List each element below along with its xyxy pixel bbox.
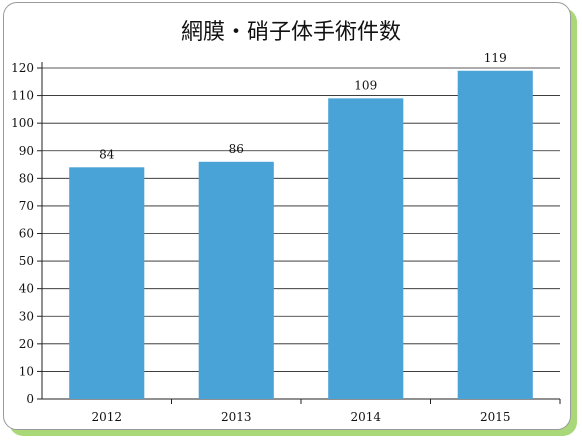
y-tick-label-100: 100 — [11, 116, 34, 130]
bar-2013 — [198, 161, 274, 399]
y-tick-label-40: 40 — [19, 282, 34, 296]
y-tick-label-70: 70 — [19, 199, 34, 213]
y-tick-label-60: 60 — [19, 227, 34, 241]
y-tick-label-10: 10 — [19, 364, 34, 378]
chart-title: 網膜・硝子体手術件数 — [180, 20, 401, 45]
y-tick-label-0: 0 — [26, 392, 34, 406]
data-label-2015: 119 — [484, 51, 507, 65]
x-tick-label-2012: 2012 — [91, 410, 122, 424]
y-tick-label-110: 110 — [11, 89, 34, 103]
y-tick-label-50: 50 — [19, 254, 34, 268]
x-tick-label-2013: 2013 — [221, 410, 252, 424]
y-tick-label-20: 20 — [19, 337, 34, 351]
y-tick-label-90: 90 — [19, 144, 34, 158]
y-tick-label-80: 80 — [19, 171, 34, 185]
data-label-2012: 84 — [99, 147, 115, 161]
data-label-2014: 109 — [354, 78, 377, 92]
data-label-2013: 86 — [229, 142, 244, 156]
x-tick-label-2015: 2015 — [480, 410, 511, 424]
y-tick-label-30: 30 — [19, 309, 34, 323]
bar-2015 — [457, 70, 533, 399]
x-tick-label-2014: 2014 — [350, 410, 381, 424]
bar-2014 — [328, 98, 404, 399]
y-tick-label-120: 120 — [11, 61, 34, 75]
bar-2012 — [69, 167, 145, 399]
